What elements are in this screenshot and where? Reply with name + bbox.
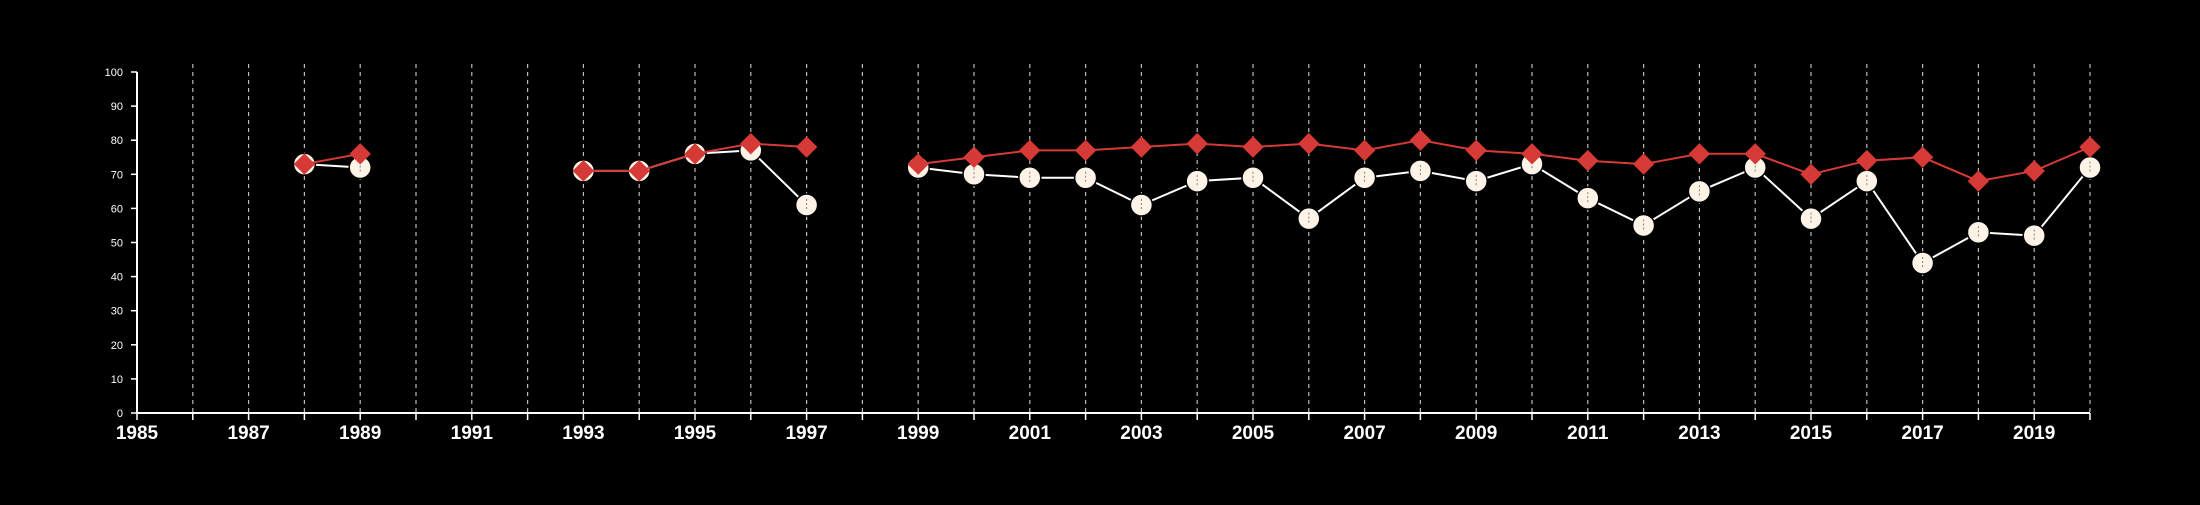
y-tick-label: 0 [117, 408, 123, 420]
data-point-diamond [1577, 149, 1599, 172]
data-point-diamond [795, 136, 818, 158]
data-point-diamond [1074, 139, 1097, 162]
series-diamond [293, 129, 2101, 192]
x-tick-label: 2007 [1343, 423, 1385, 444]
data-point-diamond [2023, 160, 2045, 182]
data-point-diamond [1911, 146, 1934, 168]
y-tick-label: 80 [111, 135, 123, 147]
data-point-diamond [1744, 143, 1766, 165]
data-point-diamond [1800, 163, 1822, 186]
x-tick-label: 1995 [674, 423, 717, 444]
x-tick-label: 1993 [562, 423, 604, 444]
data-point-diamond [349, 143, 371, 165]
data-point-diamond [572, 160, 595, 182]
x-tick-label: 2005 [1232, 423, 1275, 444]
data-point-diamond [1856, 149, 1878, 172]
series-line [304, 152, 361, 166]
y-tick-label: 100 [105, 67, 123, 79]
data-point-diamond [1298, 132, 1320, 155]
data-point-diamond [684, 143, 706, 165]
x-tick-label: 1985 [116, 423, 159, 444]
x-tick-label: 2019 [2013, 423, 2055, 444]
data-point-diamond [1130, 136, 1153, 158]
x-tick-label: 2017 [1901, 423, 1943, 444]
x-tick-label: 1991 [451, 423, 494, 444]
data-point-diamond [740, 132, 762, 155]
x-tick-label: 2013 [1678, 423, 1720, 444]
x-tick-label: 2009 [1455, 423, 1497, 444]
y-tick-label: 50 [111, 238, 123, 250]
data-point-diamond [293, 153, 316, 175]
x-tick-label: 2015 [1790, 423, 1833, 444]
x-tick-label: 2003 [1120, 423, 1162, 444]
x-tick-label: 1999 [897, 423, 939, 444]
y-tick-label: 30 [111, 306, 123, 318]
x-tick-label: 1987 [227, 423, 269, 444]
x-tick-label: 1989 [339, 423, 381, 444]
x-tick-label: 1997 [785, 423, 827, 444]
data-point-diamond [1353, 139, 1376, 162]
data-point-diamond [1019, 139, 1041, 162]
data-point-diamond [1465, 139, 1487, 162]
data-point-diamond [963, 146, 985, 168]
series-line [918, 163, 2091, 265]
x-tick-label: 2001 [1009, 423, 1052, 444]
data-point-diamond [2079, 136, 2101, 158]
data-point-diamond [1242, 136, 1264, 158]
axes: 0 10 20 30 40 50 60 70 80 90 100 1985 1987 1989 1991 19… [105, 67, 2091, 444]
series-line [918, 139, 2091, 183]
data-point-diamond [1632, 153, 1655, 175]
x-tick-label: 2011 [1567, 423, 1609, 444]
y-tick-label: 20 [111, 340, 123, 352]
data-point-diamond [628, 160, 650, 182]
series-layer [292, 129, 2102, 275]
data-point-diamond [1186, 132, 1208, 155]
data-point-diamond [1688, 143, 1711, 165]
data-point-diamond [907, 153, 929, 175]
data-point-diamond [1967, 170, 1990, 192]
y-tick-label: 90 [111, 101, 123, 113]
data-point-diamond [1521, 143, 1543, 165]
y-tick-label: 10 [111, 374, 123, 386]
y-tick-label: 40 [111, 272, 123, 284]
series-circle [292, 138, 2102, 275]
y-tick-label: 60 [111, 203, 123, 215]
grid [192, 64, 2091, 413]
y-tick-label: 70 [111, 169, 123, 181]
data-point-diamond [1409, 129, 1432, 151]
